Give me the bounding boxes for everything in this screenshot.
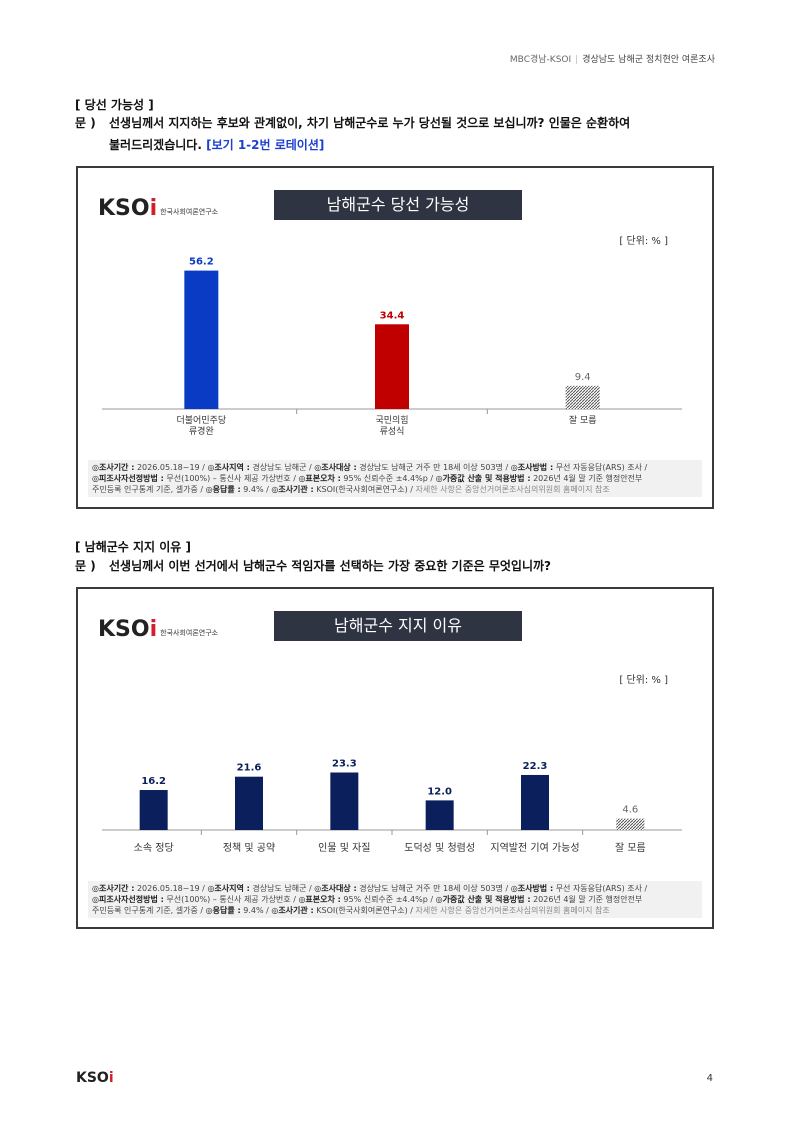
chart-title: 남해군수 지지 이유 xyxy=(274,611,522,641)
question-mark: 문 ) xyxy=(75,559,96,573)
section-title-win-likelihood: [ 당선 가능성 ] xyxy=(75,98,154,112)
bar xyxy=(616,818,645,830)
chart-support-reason: KSOi 한국사회여론연구소 남해군수 지지 이유 [ 단위: % ] 16.2… xyxy=(76,587,714,929)
survey-footnote: ◎조사기간 : 2026.05.18~19 / ◎조사지역 : 경상남도 남해군… xyxy=(88,881,702,918)
data-label: 12.0 xyxy=(427,786,452,797)
category-label: 소속 정당 xyxy=(134,842,174,854)
data-label: 16.2 xyxy=(141,776,166,787)
question-support-reason: 문 ) 선생님께서 이번 선거에서 남해군수 적임자를 선택하는 가장 중요한 기… xyxy=(75,555,715,577)
page-number: 4 xyxy=(706,1073,713,1084)
data-label: 34.4 xyxy=(380,310,405,321)
question-mark: 문 ) xyxy=(75,116,96,130)
page-header: MBC경남-KSOI | 경상남도 남해군 정치현안 여론조사 xyxy=(509,55,715,65)
category-label: 더불어민주당 xyxy=(176,415,226,426)
category-label: 류성식 xyxy=(380,426,405,437)
rotation-note: [보기 1-2번 로테이션] xyxy=(206,138,325,152)
survey-footnote: ◎조사기간 : 2026.05.18~19 / ◎조사지역 : 경상남도 남해군… xyxy=(88,460,702,497)
category-label: 인물 및 자질 xyxy=(318,842,370,854)
bar xyxy=(425,800,454,830)
bar xyxy=(184,270,219,409)
data-label: 4.6 xyxy=(622,805,638,816)
bar xyxy=(565,385,600,409)
category-label: 류경완 xyxy=(189,425,214,437)
bar xyxy=(521,774,549,830)
footer-ksoi-logo: KSOi xyxy=(76,1070,114,1086)
category-label: 국민의힘 xyxy=(375,415,408,426)
header-right: 경상남도 남해군 정치현안 여론조사 xyxy=(582,55,715,65)
ksoi-logo-subtext: 한국사회여론연구소 xyxy=(160,628,219,637)
question-text-line1: 선생님께서 이번 선거에서 남해군수 적임자를 선택하는 가장 중요한 기준은 … xyxy=(109,559,552,573)
category-label: 도덕성 및 청렴성 xyxy=(404,841,475,854)
header-left: MBC경남-KSOI xyxy=(509,55,572,65)
bar xyxy=(375,324,409,409)
ksoi-logo: KSOi 한국사회여론연구소 xyxy=(98,617,219,642)
ksoi-logo: KSOi 한국사회여론연구소 xyxy=(98,196,219,221)
unit-label: [ 단위: % ] xyxy=(619,236,668,247)
category-label: 잘 모름 xyxy=(569,414,597,426)
bar-chart-svg: 16.2 소속 정당 21.6 정책 및 공약 23.3 인물 및 자질 12.0 도덕성 및… xyxy=(102,759,682,854)
section-title-support-reason: [ 남해군수 지지 이유 ] xyxy=(75,540,192,554)
category-label: 지역발전 기여 가능성 xyxy=(490,842,579,854)
data-label: 22.3 xyxy=(523,761,548,772)
data-label: 9.4 xyxy=(575,372,591,383)
data-label: 23.3 xyxy=(332,759,357,770)
data-label: 56.2 xyxy=(189,257,214,268)
unit-label: [ 단위: % ] xyxy=(619,675,668,686)
chart-win-likelihood: KSOi 한국사회여론연구소 남해군수 당선 가능성 [ 단위: % ] 56.… xyxy=(76,166,714,509)
data-label: 21.6 xyxy=(237,763,262,774)
bar xyxy=(330,772,359,830)
question-win-likelihood: 문 ) 선생님께서 지지하는 후보와 관계없이, 차기 남해군수로 누가 당선될 … xyxy=(75,112,715,156)
bar xyxy=(235,776,263,830)
bar xyxy=(139,790,168,830)
chart-title: 남해군수 당선 가능성 xyxy=(274,190,522,220)
question-text-line2: 불러드리겠습니다. xyxy=(109,138,202,152)
ksoi-logo-subtext: 한국사회여론연구소 xyxy=(160,207,219,216)
category-label: 정책 및 공약 xyxy=(223,842,275,854)
category-label: 잘 모름 xyxy=(615,842,646,854)
question-text-line1: 선생님께서 지지하는 후보와 관계없이, 차기 남해군수로 누가 당선될 것으로… xyxy=(109,116,631,130)
